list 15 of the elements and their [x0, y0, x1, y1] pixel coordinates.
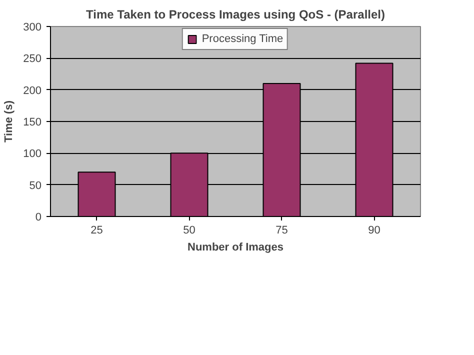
x-tick-label: 75: [276, 224, 288, 236]
y-tick-label: 50: [29, 180, 42, 192]
y-tick-label: 300: [23, 22, 42, 34]
x-axis-title: Number of Images: [188, 242, 284, 254]
chart-title: Time Taken to Process Images using QoS - (Parallel): [86, 8, 386, 22]
y-tick-label: 200: [23, 84, 42, 97]
y-axis-title: Time (s): [3, 100, 16, 142]
x-tick-label: 50: [183, 224, 196, 236]
y-tick-label: 150: [23, 116, 42, 128]
x-tick-label: 25: [90, 224, 103, 236]
y-tick-label: 100: [23, 148, 42, 160]
y-tick-label: 0: [35, 212, 42, 224]
x-tick-label: 90: [368, 224, 380, 236]
y-tick-label: 250: [23, 53, 42, 66]
legend-label: Processing Time: [202, 33, 284, 45]
